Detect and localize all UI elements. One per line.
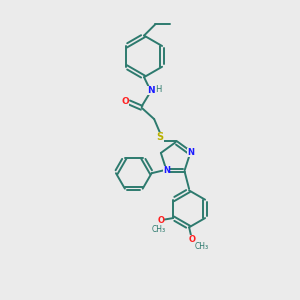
- Text: CH₃: CH₃: [152, 226, 166, 235]
- Text: O: O: [122, 97, 129, 106]
- Text: N: N: [187, 148, 194, 158]
- Text: CH₃: CH₃: [194, 242, 208, 251]
- Text: N: N: [163, 166, 170, 175]
- Text: H: H: [155, 85, 161, 94]
- Text: O: O: [157, 216, 164, 225]
- Text: N: N: [147, 86, 154, 95]
- Text: O: O: [189, 235, 196, 244]
- Text: S: S: [157, 132, 164, 142]
